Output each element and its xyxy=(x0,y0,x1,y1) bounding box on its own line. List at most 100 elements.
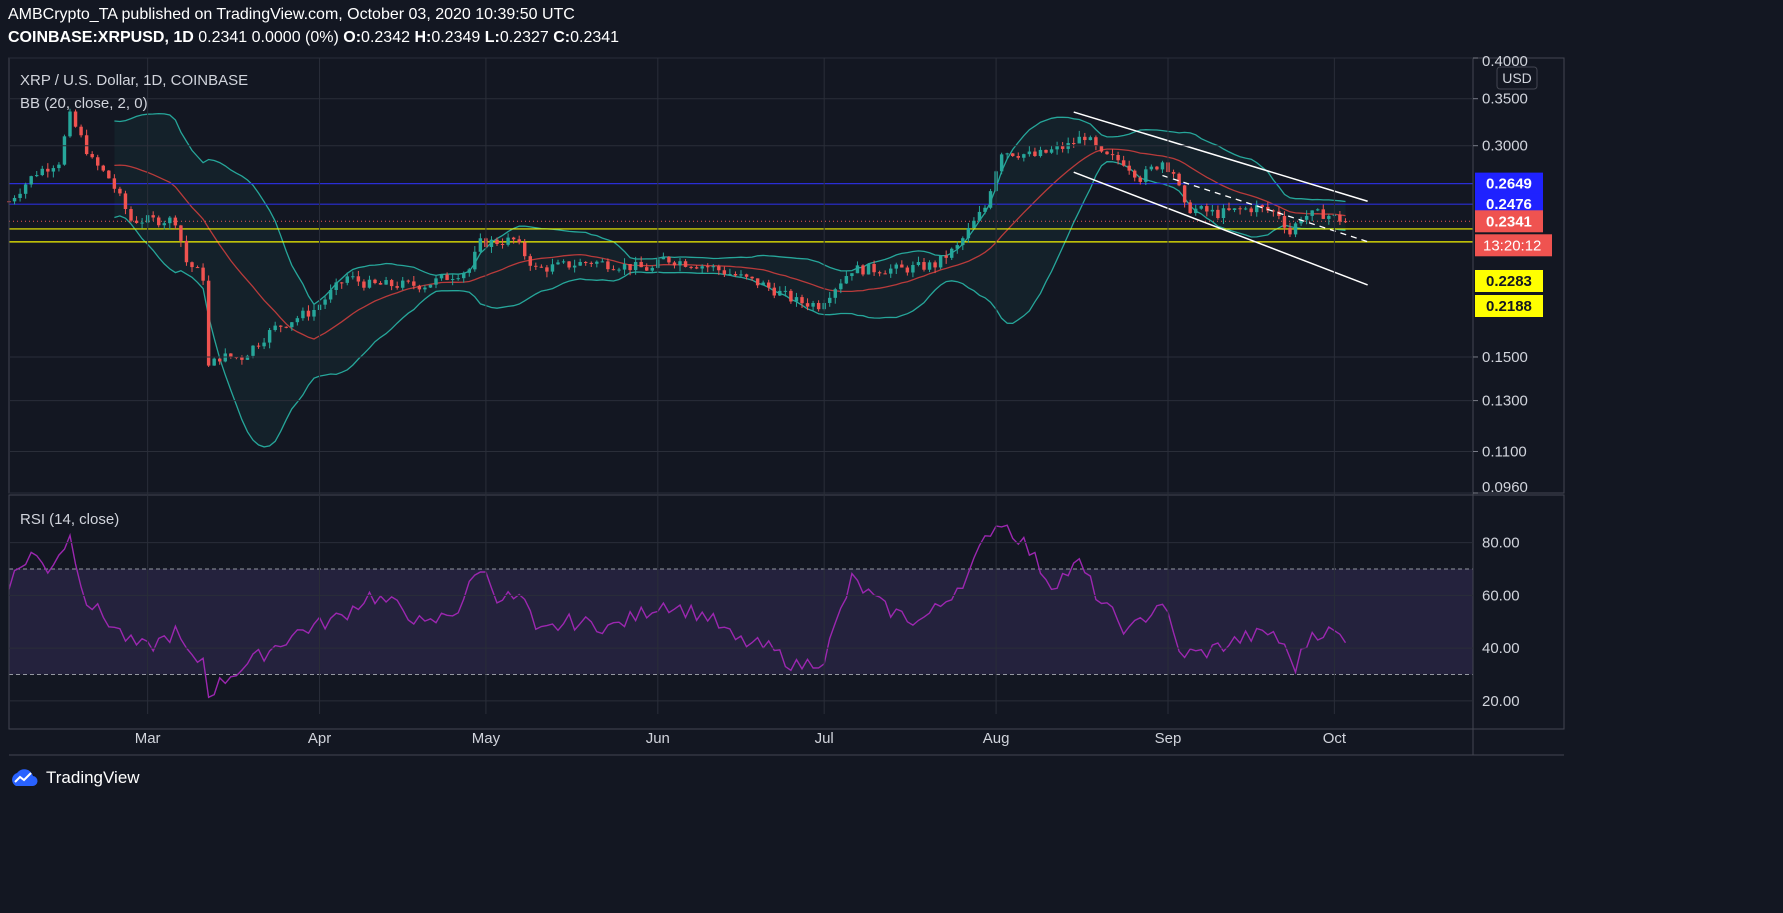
candle-body xyxy=(1232,208,1237,211)
open-value: 0.2342 xyxy=(361,29,410,46)
candle-body xyxy=(495,239,499,245)
candle-body xyxy=(611,269,616,271)
candle-body xyxy=(1083,136,1087,141)
candle-body xyxy=(1011,153,1015,157)
candle-body xyxy=(395,286,399,288)
candle-body xyxy=(1127,165,1131,171)
candle-body xyxy=(1327,215,1331,219)
x-tick-mar: Mar xyxy=(135,730,161,747)
candle-body xyxy=(112,178,117,189)
candle-body xyxy=(545,267,549,272)
candle-body xyxy=(523,242,527,257)
candle-body xyxy=(140,222,144,224)
symbol-label: COINBASE:XRPUSD, 1D xyxy=(8,29,194,46)
candle-body xyxy=(955,245,959,249)
candle-body xyxy=(1099,146,1104,152)
candle-body xyxy=(1216,209,1220,219)
candle-body xyxy=(406,280,410,282)
candle-body xyxy=(689,266,693,268)
candle-body xyxy=(195,267,200,269)
candle-body xyxy=(62,136,67,165)
candle-body xyxy=(40,168,44,176)
chart-canvas[interactable]: Mar Apr May Jun Jul Aug Sep Oct 0.4000 0.3500 0.30… xyxy=(0,0,1568,803)
candle-body xyxy=(977,211,982,221)
candle-body xyxy=(672,262,677,266)
rsi-tick-label: 60.00 xyxy=(1482,587,1520,604)
bb-indicator-label[interactable]: BB (20, close, 2, 0) xyxy=(20,95,148,112)
candle-body xyxy=(1060,146,1065,149)
candle-body xyxy=(1044,149,1048,153)
candle-body xyxy=(944,255,948,258)
candle-body xyxy=(778,290,782,296)
candle-body xyxy=(234,357,239,359)
bb-fill xyxy=(114,113,1346,447)
candle-body xyxy=(1077,136,1081,144)
candle-body xyxy=(262,342,266,347)
candle-body xyxy=(633,261,638,271)
candle-body xyxy=(312,309,316,317)
candle-body xyxy=(1072,143,1076,145)
price-tick-label: 0.1100 xyxy=(1482,444,1527,461)
low-label: L: xyxy=(484,29,500,46)
candle-body xyxy=(717,266,721,271)
tradingview-logo[interactable]: TradingView xyxy=(8,768,140,788)
candle-body xyxy=(334,282,338,290)
candle-body xyxy=(1160,162,1165,170)
candle-body xyxy=(12,197,17,202)
candle-body xyxy=(983,207,987,212)
candle-body xyxy=(456,278,460,280)
rsi-tick-label: 80.00 xyxy=(1482,535,1520,552)
candle-body xyxy=(811,302,815,307)
candle-body xyxy=(683,261,688,267)
candle-body xyxy=(922,262,926,270)
candle-body xyxy=(423,287,427,290)
rsi-title[interactable]: RSI (14, close) xyxy=(20,511,119,528)
candle-body xyxy=(340,282,344,284)
candle-body xyxy=(190,262,194,268)
candle-body xyxy=(1094,137,1098,147)
resistance-level-label: 0.2649 xyxy=(1486,176,1532,193)
candle-body xyxy=(961,238,965,246)
support-level-badge xyxy=(1475,270,1543,292)
candle-body xyxy=(1299,219,1303,224)
candle-body xyxy=(1271,210,1276,212)
candle-body xyxy=(739,274,743,276)
channel-midline xyxy=(1162,174,1368,243)
candle-body xyxy=(434,278,438,285)
candle-body xyxy=(1205,206,1209,212)
candle-body xyxy=(650,267,654,271)
candle-body xyxy=(218,358,222,362)
channel-lower-line xyxy=(1073,171,1368,286)
author-name[interactable]: AMBCrypto_TA xyxy=(8,6,118,23)
candle-body xyxy=(678,261,682,266)
candle-body xyxy=(1038,149,1043,157)
candle-body xyxy=(628,264,632,271)
candle-body xyxy=(617,269,621,271)
candle-body xyxy=(1005,153,1009,155)
candle-body xyxy=(711,266,715,268)
candle-body xyxy=(123,193,128,210)
candle-body xyxy=(750,276,754,279)
candle-body xyxy=(1188,202,1192,214)
high-label: H: xyxy=(414,29,432,46)
open-label: O: xyxy=(343,29,362,46)
candle-body xyxy=(578,262,582,266)
candle-body xyxy=(389,280,394,287)
candle-body xyxy=(700,266,704,269)
tradingview-cloud-icon xyxy=(12,769,38,787)
candle-body xyxy=(1055,146,1059,150)
candle-body xyxy=(866,264,871,275)
candle-body xyxy=(900,264,904,268)
candle-body xyxy=(1049,149,1054,153)
candle-body xyxy=(1321,209,1325,219)
candle-body xyxy=(800,297,804,304)
channel-upper-line xyxy=(1073,111,1368,202)
candle-body xyxy=(378,283,383,285)
candle-body xyxy=(1260,205,1264,207)
candle-body xyxy=(1310,210,1314,216)
candle-body xyxy=(1177,173,1181,186)
publish-line: AMBCrypto_TA published on TradingView.co… xyxy=(8,6,575,24)
candle-body xyxy=(905,267,910,273)
candle-body xyxy=(889,268,893,274)
candle-body xyxy=(18,193,22,198)
